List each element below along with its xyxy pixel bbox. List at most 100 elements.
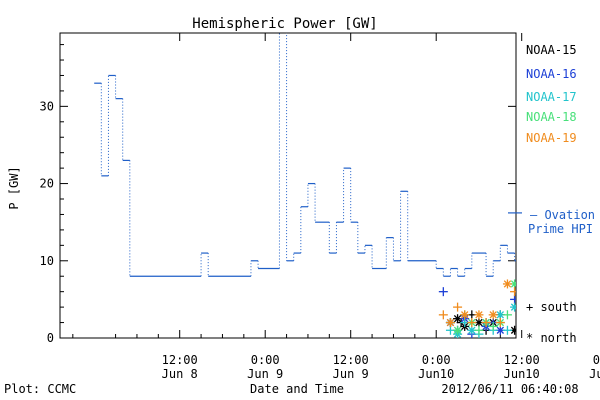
north-marker xyxy=(567,287,576,296)
marker-stroke xyxy=(468,326,476,334)
north-marker xyxy=(524,272,533,281)
marker-stroke xyxy=(475,318,483,327)
plot-source-label: Plot: CCMC xyxy=(4,382,76,396)
marker-stroke xyxy=(583,57,589,63)
south-marker xyxy=(502,310,512,320)
south-marker xyxy=(546,279,555,288)
marker-stroke xyxy=(540,288,546,294)
south-marker xyxy=(517,249,526,258)
x-tick-label-time: 0:00 xyxy=(422,353,451,367)
south-marker xyxy=(574,256,583,265)
south-marker xyxy=(560,195,569,204)
south-marker xyxy=(539,156,548,165)
north-marker xyxy=(510,302,516,312)
south-marker xyxy=(574,287,583,296)
marker-stroke xyxy=(461,311,469,319)
legend-noaa-19: NOAA-19 xyxy=(526,131,577,145)
north-marker xyxy=(445,318,455,328)
marker-stroke xyxy=(453,314,462,323)
south-marker xyxy=(596,171,600,180)
marker-stroke xyxy=(583,57,589,63)
south-marker xyxy=(531,148,540,157)
marker-stroke xyxy=(583,242,589,248)
marker-stroke xyxy=(526,258,532,264)
y-tick-label: 10 xyxy=(40,254,54,268)
north-marker xyxy=(581,56,590,65)
south-marker xyxy=(510,294,516,304)
y-axis: 0 10 20 30 xyxy=(40,44,516,345)
marker-stroke xyxy=(583,242,589,248)
south-marker xyxy=(467,318,477,328)
south-marker xyxy=(524,256,533,265)
x-tick-label-date: Jun10 xyxy=(418,367,454,381)
legend-noaa-17: NOAA-17 xyxy=(526,90,577,104)
marker-stroke xyxy=(518,196,524,202)
x-tick-label-time: 0:00 xyxy=(251,353,280,367)
x-axis-label: Date and Time xyxy=(250,382,344,396)
legend-ovation-line1: — Ovation xyxy=(530,208,595,222)
y-tick-label: 20 xyxy=(40,177,54,191)
south-marker xyxy=(517,218,526,227)
marker-stroke xyxy=(496,326,505,334)
north-marker xyxy=(517,279,526,288)
legend-south: + south xyxy=(526,300,577,314)
marker-stroke xyxy=(568,288,574,294)
marker-stroke xyxy=(503,280,512,288)
marker-stroke xyxy=(489,311,497,319)
marker-stroke xyxy=(543,180,549,186)
marker-stroke xyxy=(568,288,574,294)
marker-stroke xyxy=(533,273,539,279)
north-marker xyxy=(553,287,562,296)
marker-stroke xyxy=(453,326,462,334)
marker-stroke xyxy=(554,288,560,294)
south-marker xyxy=(502,325,512,335)
marker-stroke xyxy=(554,319,560,325)
north-marker xyxy=(539,256,548,265)
south-marker xyxy=(560,272,569,281)
north-marker xyxy=(517,195,526,204)
plot-area xyxy=(94,33,600,338)
series-noaa-19 xyxy=(438,156,600,328)
legend-noaa-16: NOAA-16 xyxy=(526,67,577,81)
north-marker xyxy=(574,279,583,288)
x-tick-label-time: 12:00 xyxy=(504,353,540,367)
north-marker xyxy=(502,279,512,289)
marker-stroke xyxy=(475,311,483,319)
south-marker xyxy=(560,272,569,281)
timestamp-label: 2012/06/11 06:40:08 xyxy=(441,382,578,396)
plot-frame xyxy=(59,32,517,339)
marker-stroke xyxy=(583,196,589,202)
marker-stroke xyxy=(518,196,524,202)
legend-noaa-18: NOAA-18 xyxy=(526,110,577,124)
south-marker xyxy=(488,321,498,331)
y-axis-label: P [GW] xyxy=(7,166,21,209)
north-marker xyxy=(488,310,498,320)
chart-title: Hemispheric Power [GW] xyxy=(192,16,377,32)
legend-ovation-line2: Prime HPI xyxy=(528,222,593,236)
marker-stroke xyxy=(533,273,539,279)
x-tick-label-date: Jun10 xyxy=(504,367,540,381)
ovation-hpi-series xyxy=(94,33,516,277)
marker-stroke xyxy=(540,258,546,264)
series-layer xyxy=(94,33,600,338)
south-marker xyxy=(495,318,505,328)
marker-stroke xyxy=(540,288,546,294)
south-marker xyxy=(546,279,555,288)
south-marker xyxy=(517,310,526,319)
marker-stroke xyxy=(583,196,589,202)
legend-noaa-15: NOAA-15 xyxy=(526,43,577,57)
marker-stroke xyxy=(554,288,560,294)
x-tick-label-date: Jun11 xyxy=(589,367,600,381)
y-tick-label: 0 xyxy=(47,331,54,345)
marker-stroke xyxy=(554,319,560,325)
south-marker xyxy=(596,241,600,250)
south-marker xyxy=(481,318,491,328)
north-marker xyxy=(539,287,548,296)
y-tick-label: 30 xyxy=(40,99,54,113)
north-marker xyxy=(581,241,590,250)
marker-stroke xyxy=(518,281,524,287)
south-marker xyxy=(560,279,569,288)
north-marker xyxy=(567,156,576,165)
marker-stroke xyxy=(554,288,560,294)
